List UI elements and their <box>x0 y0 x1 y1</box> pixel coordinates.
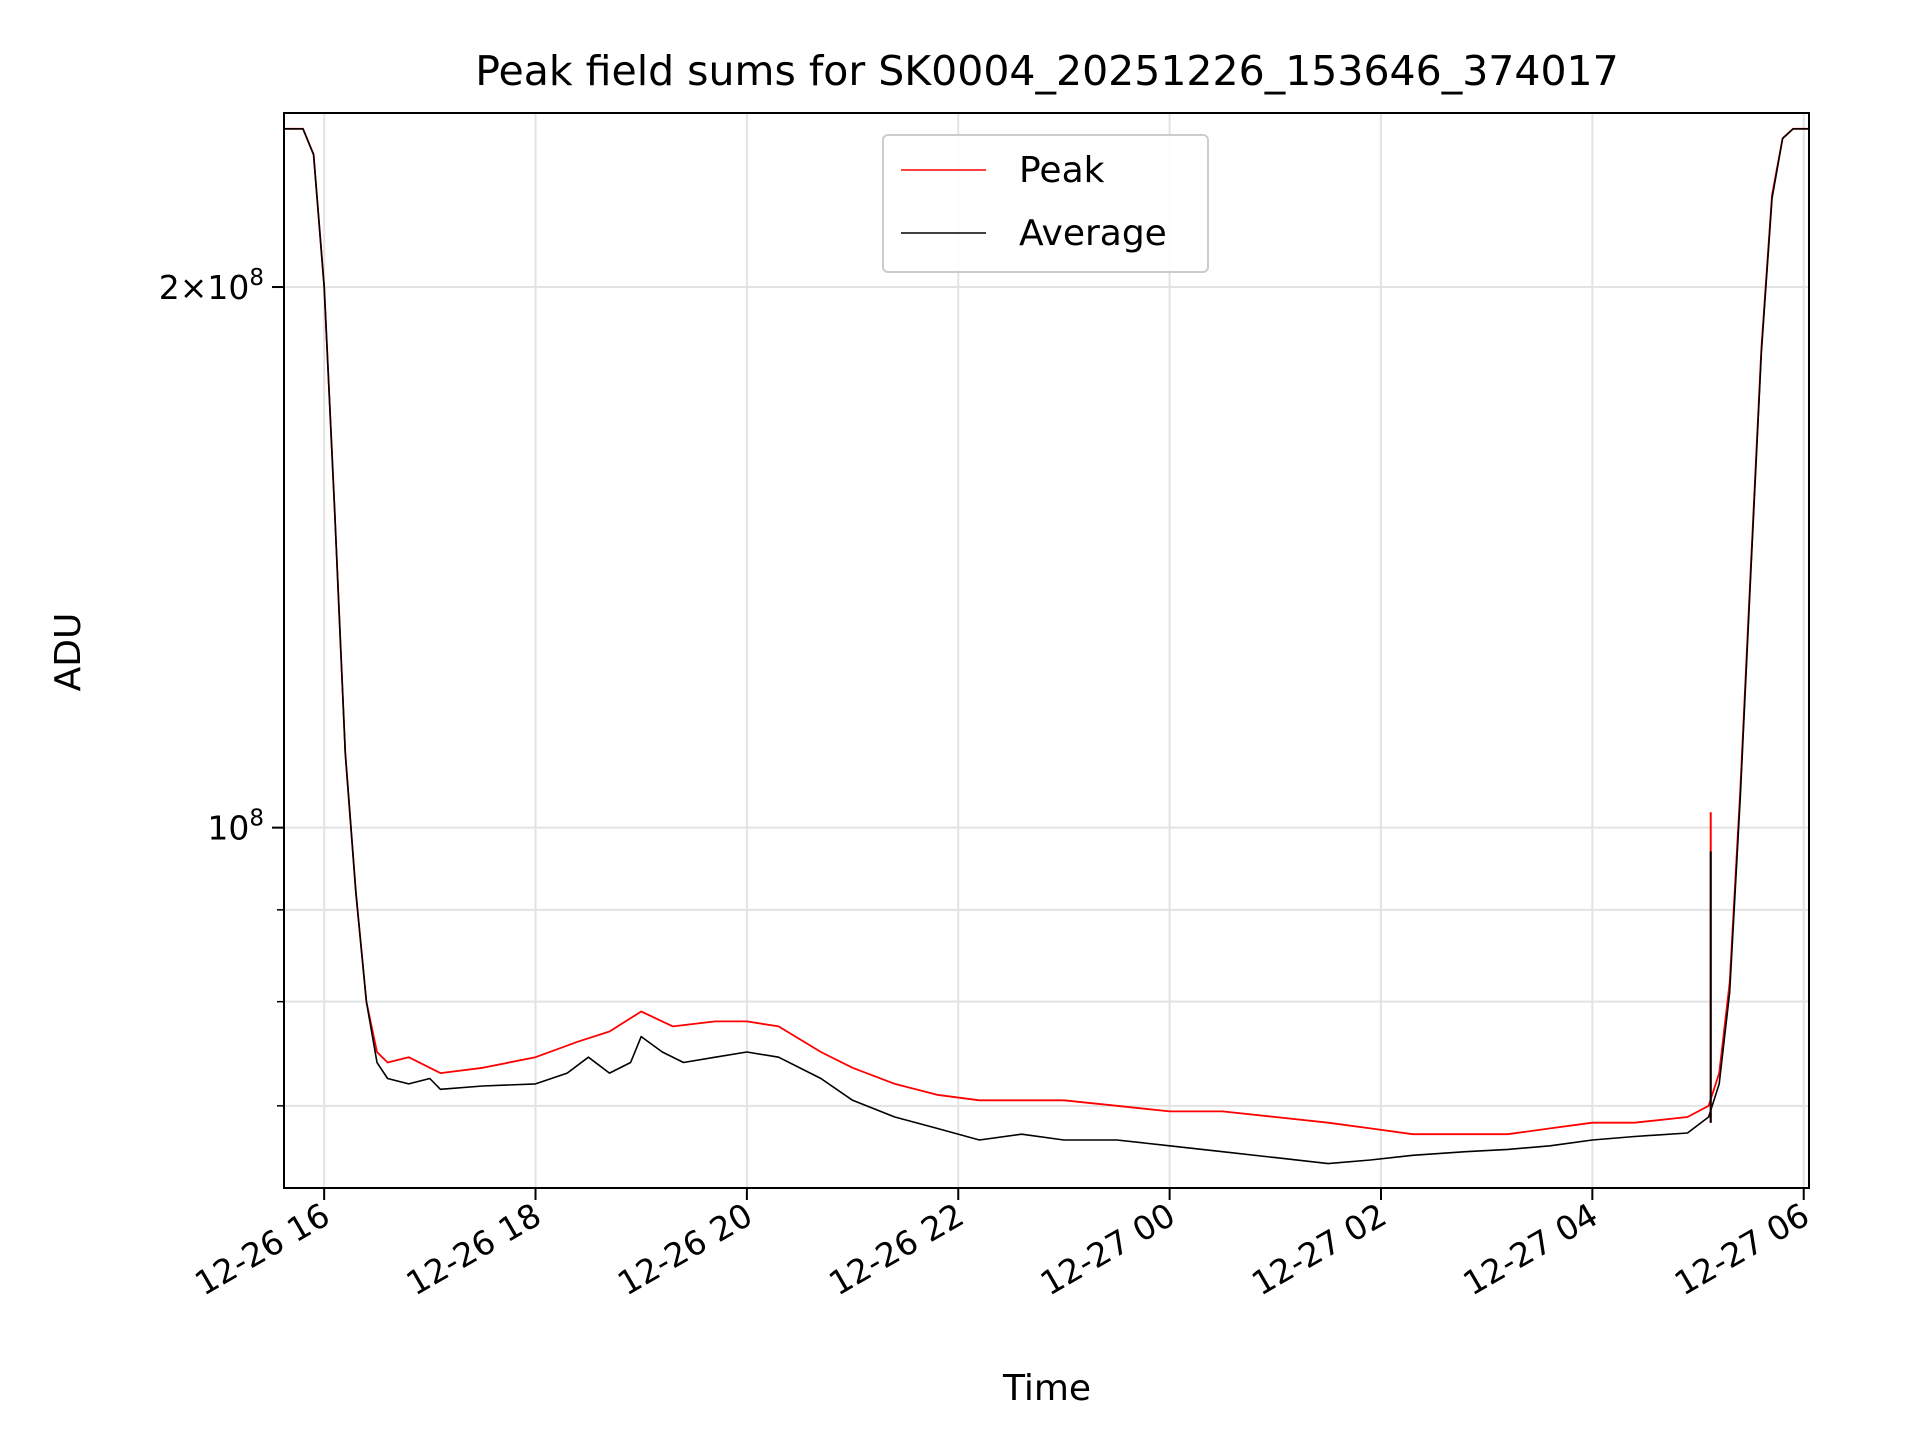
x-tick-label: 12-27 00 <box>1034 1195 1182 1303</box>
chart-title: Peak field sums for SK0004_20251226_1536… <box>475 47 1618 95</box>
x-tick-label: 12-26 16 <box>188 1195 336 1303</box>
series-line-average <box>284 128 1809 1165</box>
plot-area <box>284 127 1809 1165</box>
x-axis-label: Time <box>1002 1368 1091 1409</box>
legend-label-peak: Peak <box>1019 150 1105 191</box>
y-axis-ticks: 108 2×108 <box>159 265 284 1107</box>
x-tick-label: 12-26 22 <box>822 1195 970 1303</box>
legend: Peak Average <box>882 134 1209 273</box>
y-axis-label: ADU <box>48 613 89 692</box>
x-tick-label: 12-27 04 <box>1456 1195 1604 1303</box>
grid-lines <box>284 113 1809 1188</box>
legend-label-average: Average <box>1019 213 1167 254</box>
x-tick-label: 12-26 20 <box>611 1195 759 1303</box>
axes-frame <box>283 112 1810 1189</box>
y-tick-label: 2×108 <box>159 265 264 307</box>
x-tick-label: 12-27 02 <box>1245 1195 1393 1303</box>
series-line-peak <box>284 127 1809 1136</box>
x-tick-label: 12-26 18 <box>400 1195 548 1303</box>
series-layer <box>284 127 1809 1165</box>
x-tick-label: 12-27 06 <box>1668 1195 1816 1303</box>
x-axis-ticks: 12-26 16 12-26 18 12-26 20 12-26 22 12-27 00… <box>188 1188 1816 1303</box>
y-tick-label: 108 <box>207 806 264 848</box>
